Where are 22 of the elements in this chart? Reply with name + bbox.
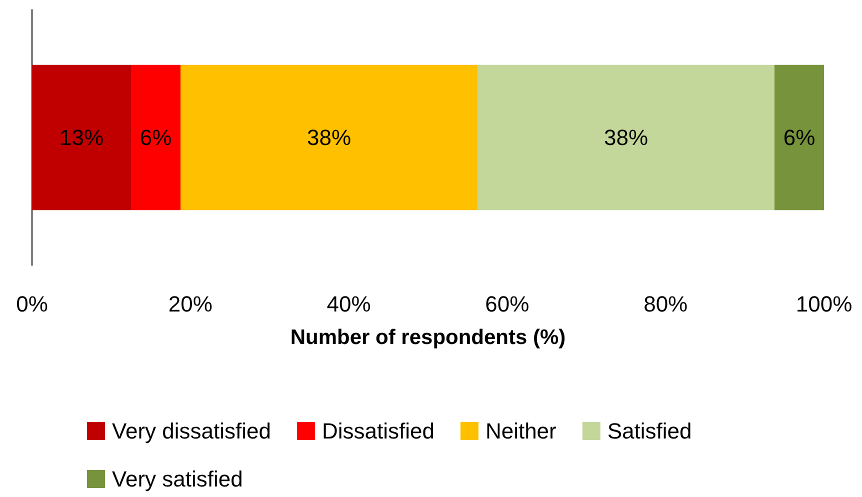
x-tick-label: 40%	[326, 292, 371, 316]
data-label: 6%	[783, 125, 816, 150]
bar	[180, 64, 478, 210]
x-tick-label: 60%	[485, 292, 530, 316]
x-tick-label: 100%	[796, 292, 852, 316]
data-label: 6%	[140, 125, 172, 150]
x-tick-label: 20%	[168, 292, 212, 316]
legend-label: Dissatisfied	[322, 418, 434, 444]
x-axis-title: Number of respondents (%)	[290, 326, 566, 349]
x-tick-label: 80%	[644, 292, 688, 316]
legend-label: Very satisfied	[112, 466, 243, 492]
legend-label: Satisfied	[607, 418, 692, 444]
x-tick-label: 0%	[16, 292, 48, 316]
data-label: 38%	[604, 125, 648, 150]
bar	[32, 64, 131, 210]
data-label: 38%	[306, 125, 352, 150]
bar	[774, 64, 824, 210]
bar	[478, 64, 774, 210]
legend-label: Neither	[485, 418, 556, 444]
bar	[131, 64, 180, 210]
legend-label: Very dissatisfied	[112, 418, 271, 444]
data-label: 13%	[59, 125, 104, 150]
